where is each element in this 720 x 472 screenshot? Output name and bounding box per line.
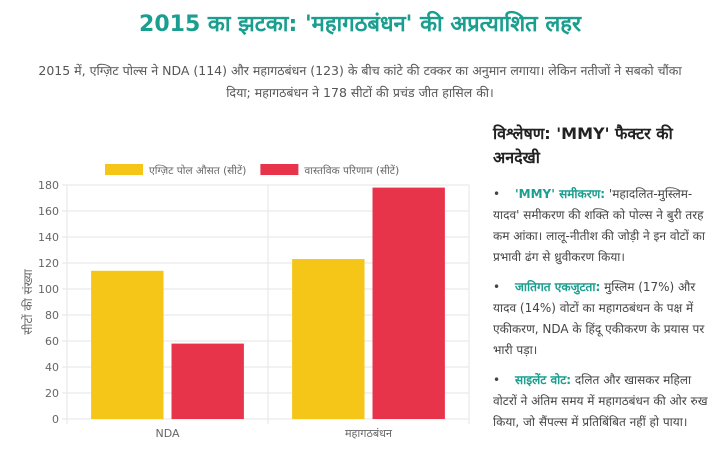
analysis-item: • 'MMY' समीकरण: 'महादलित-मुस्लिम-यादव' सम… — [493, 184, 715, 268]
y-tick-label: 160 — [38, 205, 59, 218]
x-tick-label: महागठबंधन — [345, 427, 393, 440]
y-tick-label: 140 — [38, 231, 59, 244]
y-tick-label: 180 — [38, 179, 59, 192]
legend-swatch — [105, 164, 143, 175]
analysis-panel: विश्लेषण: 'MMY' फैक्टर की अनदेखी • 'MMY' … — [493, 122, 715, 442]
bar-exit-poll-0 — [91, 270, 164, 419]
analysis-item: • साइलेंट वोट: दलित और खासकर महिला वोटरों… — [493, 370, 715, 433]
bar-chart: 0 20 40 60 80 100 120 140 160 180 NDA महागठबंधन सीटो… — [0, 150, 480, 468]
analysis-item-text: दलित और खासकर महिला वोटरों ने अंतिम समय … — [493, 373, 708, 429]
y-tick-label: 40 — [45, 361, 59, 374]
y-tick-label: 0 — [52, 413, 59, 426]
analysis-item-label: साइलेंट वोट: — [515, 373, 572, 387]
analysis-item-text: 'महादलित-मुस्लिम-यादव' समीकरण की शक्ति क… — [493, 187, 705, 264]
y-tick-label: 100 — [38, 283, 59, 296]
y-axis-label: सीटों की संख्या — [21, 268, 35, 334]
bar-actual-1 — [372, 187, 445, 419]
analysis-item-label: 'MMY' समीकरण: — [515, 187, 606, 201]
analysis-item-label: जातिगत एकजुटता: — [515, 280, 601, 294]
y-tick-label: 20 — [45, 387, 59, 400]
analysis-item: • जातिगत एकजुटता: मुस्लिम (17%) और यादव (… — [493, 277, 715, 361]
bullet-icon: • — [493, 187, 501, 201]
analysis-heading: विश्लेषण: 'MMY' फैक्टर की अनदेखी — [493, 124, 673, 167]
bar-actual-0 — [171, 343, 244, 419]
analysis-list: • 'MMY' समीकरण: 'महादलित-मुस्लिम-यादव' सम… — [493, 184, 715, 433]
bullet-icon: • — [493, 280, 501, 294]
x-tick-label: NDA — [155, 427, 180, 440]
y-tick-label: 120 — [38, 257, 59, 270]
y-tick-label: 60 — [45, 335, 59, 348]
bar-exit-poll-1 — [292, 259, 365, 419]
analysis-item-text: मुस्लिम (17%) और यादव (14%) वोटों का महा… — [493, 280, 705, 357]
chart-svg: 0 20 40 60 80 100 120 140 160 180 NDA महागठबंधन सीटो… — [21, 164, 470, 440]
legend-swatch — [260, 164, 299, 175]
page-subtitle: 2015 में, एग्ज़िट पोल्स ने NDA (114) और … — [38, 63, 682, 100]
page-title: 2015 का झटका: 'महागठबंधन' की अप्रत्याशित… — [139, 12, 581, 37]
legend-label: एग्ज़िट पोल औसत (सीटें) — [149, 164, 246, 177]
bullet-icon: • — [493, 373, 501, 387]
y-tick-label: 80 — [45, 309, 59, 322]
legend-label: वास्तविक परिणाम (सीटें) — [304, 164, 399, 177]
